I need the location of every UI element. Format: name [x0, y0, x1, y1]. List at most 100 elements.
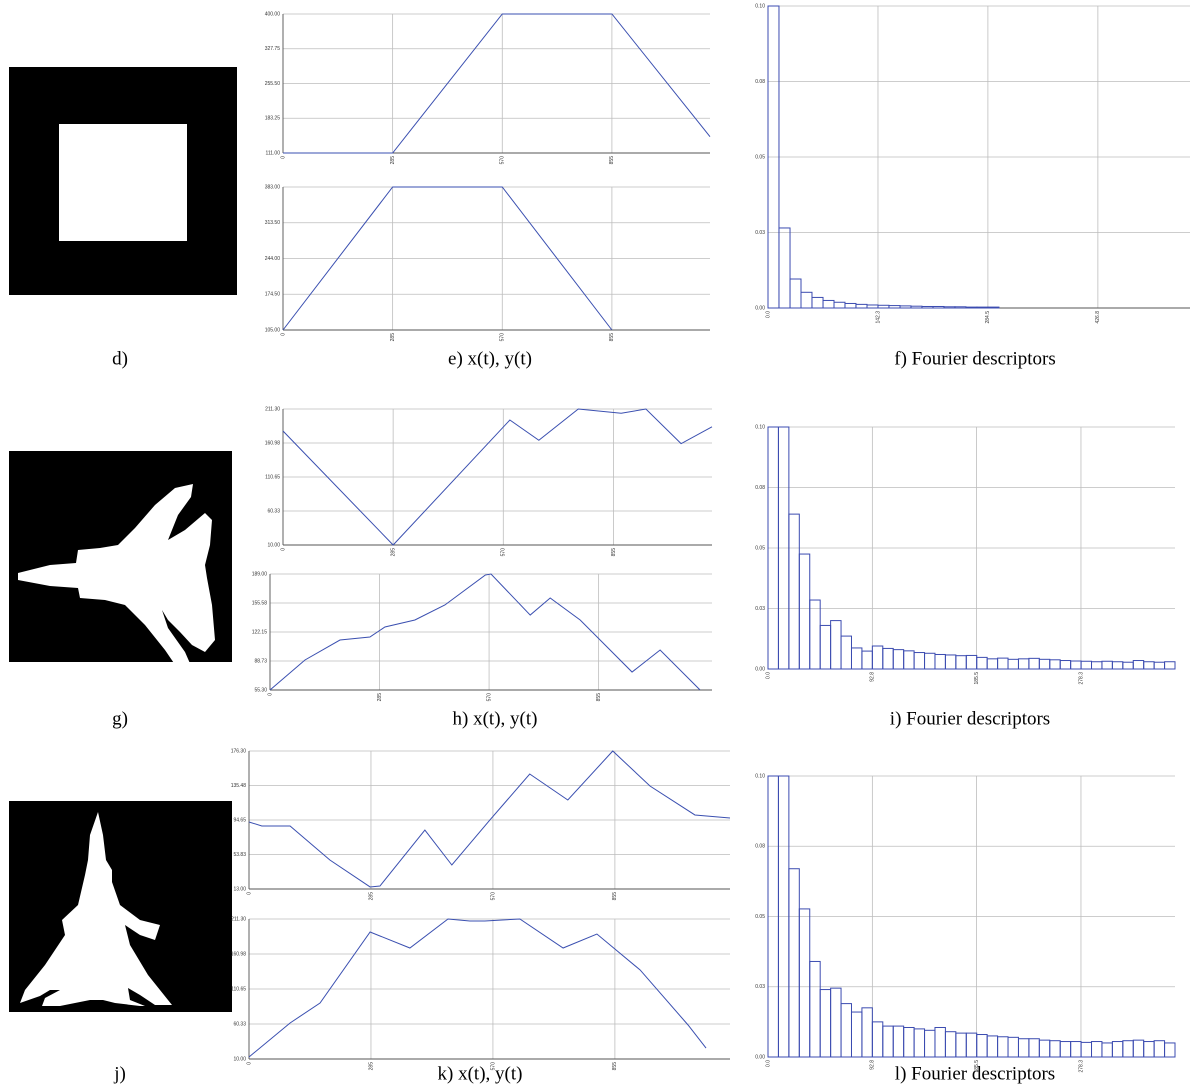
data-line: [282, 408, 713, 546]
data-line: [248, 918, 707, 1058]
y-tick-label: 244.00: [265, 256, 281, 262]
y-tick-label: 0.10: [755, 424, 765, 430]
y-tick-label: 122.15: [252, 629, 268, 635]
descriptor-bar: [819, 989, 832, 1058]
descriptor-bar: [892, 1025, 905, 1058]
x-tick-label: 570: [501, 548, 507, 557]
descriptor-bar: [850, 647, 863, 670]
descriptor-bar: [809, 960, 821, 1058]
data-line: [282, 186, 613, 331]
descriptor-bar: [892, 649, 905, 670]
y-tick-label: 211.30: [265, 406, 280, 412]
descriptor-bar: [987, 306, 1000, 309]
descriptor-bar: [1132, 1039, 1145, 1058]
y-tick-label: 110.65: [231, 986, 246, 992]
descriptor-bar: [866, 304, 879, 309]
descriptor-bar: [1101, 1042, 1113, 1058]
x-tick-label: 0.0: [765, 672, 771, 679]
y-tick-label: 0.00: [755, 1054, 765, 1060]
descriptor-bar: [1038, 658, 1051, 670]
y-tick-label: 60.33: [233, 1021, 246, 1027]
y-tick-label: 0.08: [755, 79, 765, 85]
descriptor-bar: [1153, 1040, 1166, 1058]
x-tick-label: 185.5: [974, 672, 980, 685]
x-tick-label: 285: [390, 156, 396, 165]
descriptor-bar: [1153, 661, 1166, 670]
x-tick-label: 92.8: [870, 1060, 876, 1070]
descriptor-bar: [1143, 1041, 1155, 1058]
descriptor-bar: [924, 652, 936, 670]
y-tick-label: 383.00: [265, 184, 281, 190]
descriptor-bar: [934, 1026, 946, 1058]
descriptor-bar: [1017, 658, 1030, 670]
x-tick-label: 0: [280, 333, 286, 336]
x-tick-label: 570: [490, 892, 496, 901]
y-tick-label: 0.08: [755, 485, 765, 491]
caption: h) x(t), y(t): [453, 708, 538, 729]
descriptor-bar: [1017, 1038, 1030, 1058]
descriptor-bar: [850, 1011, 863, 1058]
descriptor-bar: [871, 1021, 884, 1058]
y-tick-label: 60.33: [267, 508, 280, 514]
x-tick-label: 92.8: [870, 672, 876, 682]
descriptor-bar: [954, 306, 967, 309]
x-tick-label: 0: [280, 156, 286, 159]
y-tick-label: 0.00: [755, 305, 765, 311]
x-tick-label: 0: [246, 892, 252, 895]
y-tick-label: 255.50: [265, 81, 281, 87]
descriptor-bar: [882, 647, 894, 670]
descriptor-bar: [1038, 1039, 1051, 1058]
x-tick-label: 278.3: [1078, 1060, 1084, 1073]
y-tick-label: 53.83: [233, 852, 246, 858]
x-tick-label: 0.0: [765, 311, 771, 318]
descriptor-bar: [871, 645, 884, 670]
descriptor-bar: [861, 650, 873, 670]
descriptor-bar: [1111, 661, 1124, 670]
descriptor-bar: [840, 1003, 852, 1058]
y-tick-label: 0.00: [755, 666, 765, 672]
data-line: [248, 750, 731, 888]
descriptor-bar: [1028, 1038, 1040, 1058]
descriptor-bar: [861, 1007, 873, 1058]
x-tick-label: 0: [267, 693, 273, 696]
x-tick-label: 570: [490, 1062, 496, 1071]
x-tick-label: 284.5: [985, 311, 991, 324]
y-tick-label: 0.03: [755, 984, 765, 990]
descriptor-bar: [943, 306, 956, 309]
y-tick-label: 55.30: [254, 687, 267, 693]
caption: j): [113, 1063, 126, 1084]
y-tick-label: 183.25: [265, 116, 281, 122]
y-tick-label: 13.00: [233, 886, 246, 892]
descriptor-bar: [924, 1029, 936, 1058]
descriptor-bar: [1091, 661, 1103, 670]
x-tick-label: 570: [486, 693, 492, 702]
descriptor-bar: [1111, 1041, 1124, 1058]
y-tick-label: 327.75: [265, 46, 281, 52]
x-tick-label: 855: [609, 333, 615, 342]
descriptor-bar: [1164, 661, 1176, 670]
x-tick-label: 285: [390, 333, 396, 342]
y-tick-label: 189.00: [252, 571, 268, 577]
descriptor-bar: [913, 652, 926, 670]
descriptor-bar: [778, 227, 791, 309]
airplane-shape: [20, 812, 172, 1006]
y-tick-label: 160.98: [265, 440, 281, 446]
y-tick-label: 0.05: [755, 914, 765, 920]
data-line: [283, 13, 711, 154]
descriptor-bar: [798, 553, 811, 670]
x-tick-label: 0: [246, 1062, 252, 1065]
x-tick-label: 570: [500, 156, 506, 165]
descriptor-bar: [944, 1031, 957, 1058]
y-tick-label: 10.00: [267, 542, 280, 548]
x-tick-label: 278.3: [1078, 672, 1084, 685]
descriptor-bar: [997, 657, 1009, 670]
caption: f) Fourier descriptors: [894, 348, 1055, 369]
descriptor-bar: [789, 278, 802, 309]
descriptor-bar: [1143, 661, 1155, 670]
descriptor-bar: [788, 868, 800, 1058]
descriptor-bar: [1070, 660, 1082, 670]
descriptor-bar: [1070, 1041, 1082, 1058]
y-tick-label: 111.00: [265, 150, 280, 156]
descriptor-bar: [965, 1032, 978, 1058]
descriptor-bar: [833, 301, 846, 309]
